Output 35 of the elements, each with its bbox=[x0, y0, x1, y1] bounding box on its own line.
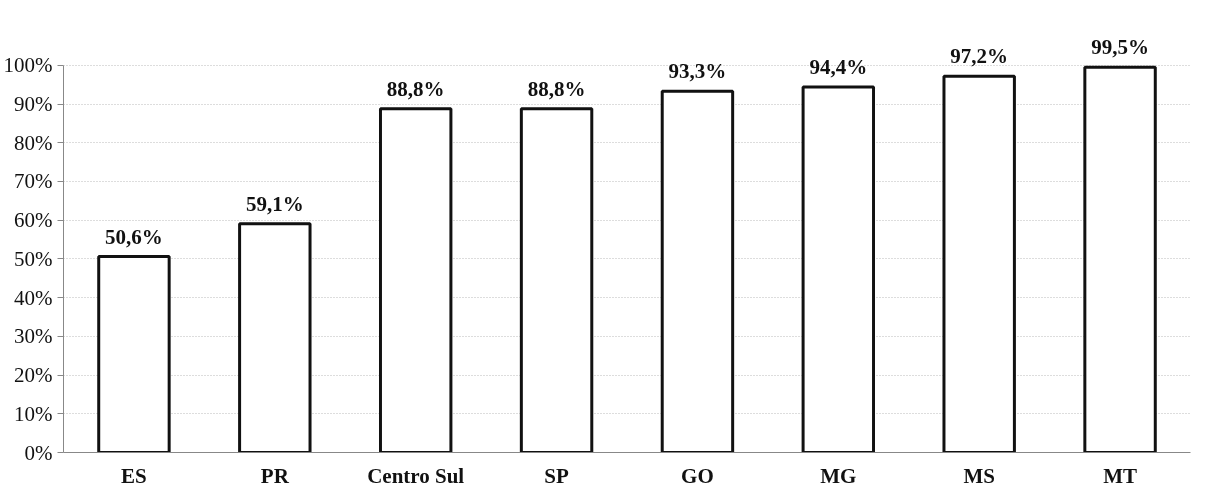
x-tick-label: PR bbox=[260, 463, 290, 488]
y-tick-label: 60% bbox=[14, 208, 53, 233]
y-tick-label: 50% bbox=[14, 246, 53, 271]
bar bbox=[97, 255, 171, 453]
data-label: 93,3% bbox=[668, 59, 727, 84]
data-label: 94,4% bbox=[809, 55, 868, 80]
x-tick-label: GO bbox=[681, 463, 714, 488]
y-tick-label: 70% bbox=[14, 169, 53, 194]
y-tick-label: 20% bbox=[14, 363, 53, 388]
bar bbox=[660, 89, 735, 453]
data-label: 88,8% bbox=[527, 76, 586, 101]
bar bbox=[378, 107, 453, 453]
x-tick-label: MG bbox=[820, 463, 857, 488]
data-label: 88,8% bbox=[386, 76, 445, 101]
data-label: 59,1% bbox=[245, 191, 304, 216]
bar bbox=[238, 222, 312, 453]
y-tick-label: 90% bbox=[14, 92, 53, 117]
x-tick-label: SP bbox=[544, 463, 569, 488]
data-label: 50,6% bbox=[105, 224, 163, 249]
y-tick-label: 100% bbox=[3, 53, 53, 78]
x-tick-label: MS bbox=[963, 463, 995, 488]
y-tick-label: 0% bbox=[24, 440, 53, 465]
x-tick-label: MT bbox=[1103, 463, 1137, 488]
bar bbox=[942, 74, 1016, 453]
data-label: 99,5% bbox=[1091, 35, 1149, 60]
bar bbox=[801, 85, 876, 453]
x-tick-label: Centro Sul bbox=[367, 463, 465, 488]
y-tick-label: 40% bbox=[14, 285, 53, 310]
data-label: 97,2% bbox=[950, 44, 1009, 69]
x-tick-label: ES bbox=[121, 463, 147, 488]
bar bbox=[519, 107, 594, 453]
y-tick-label: 10% bbox=[14, 401, 53, 426]
bar bbox=[1083, 65, 1157, 453]
y-tick-label: 30% bbox=[14, 324, 53, 349]
y-tick-label: 80% bbox=[14, 130, 53, 155]
